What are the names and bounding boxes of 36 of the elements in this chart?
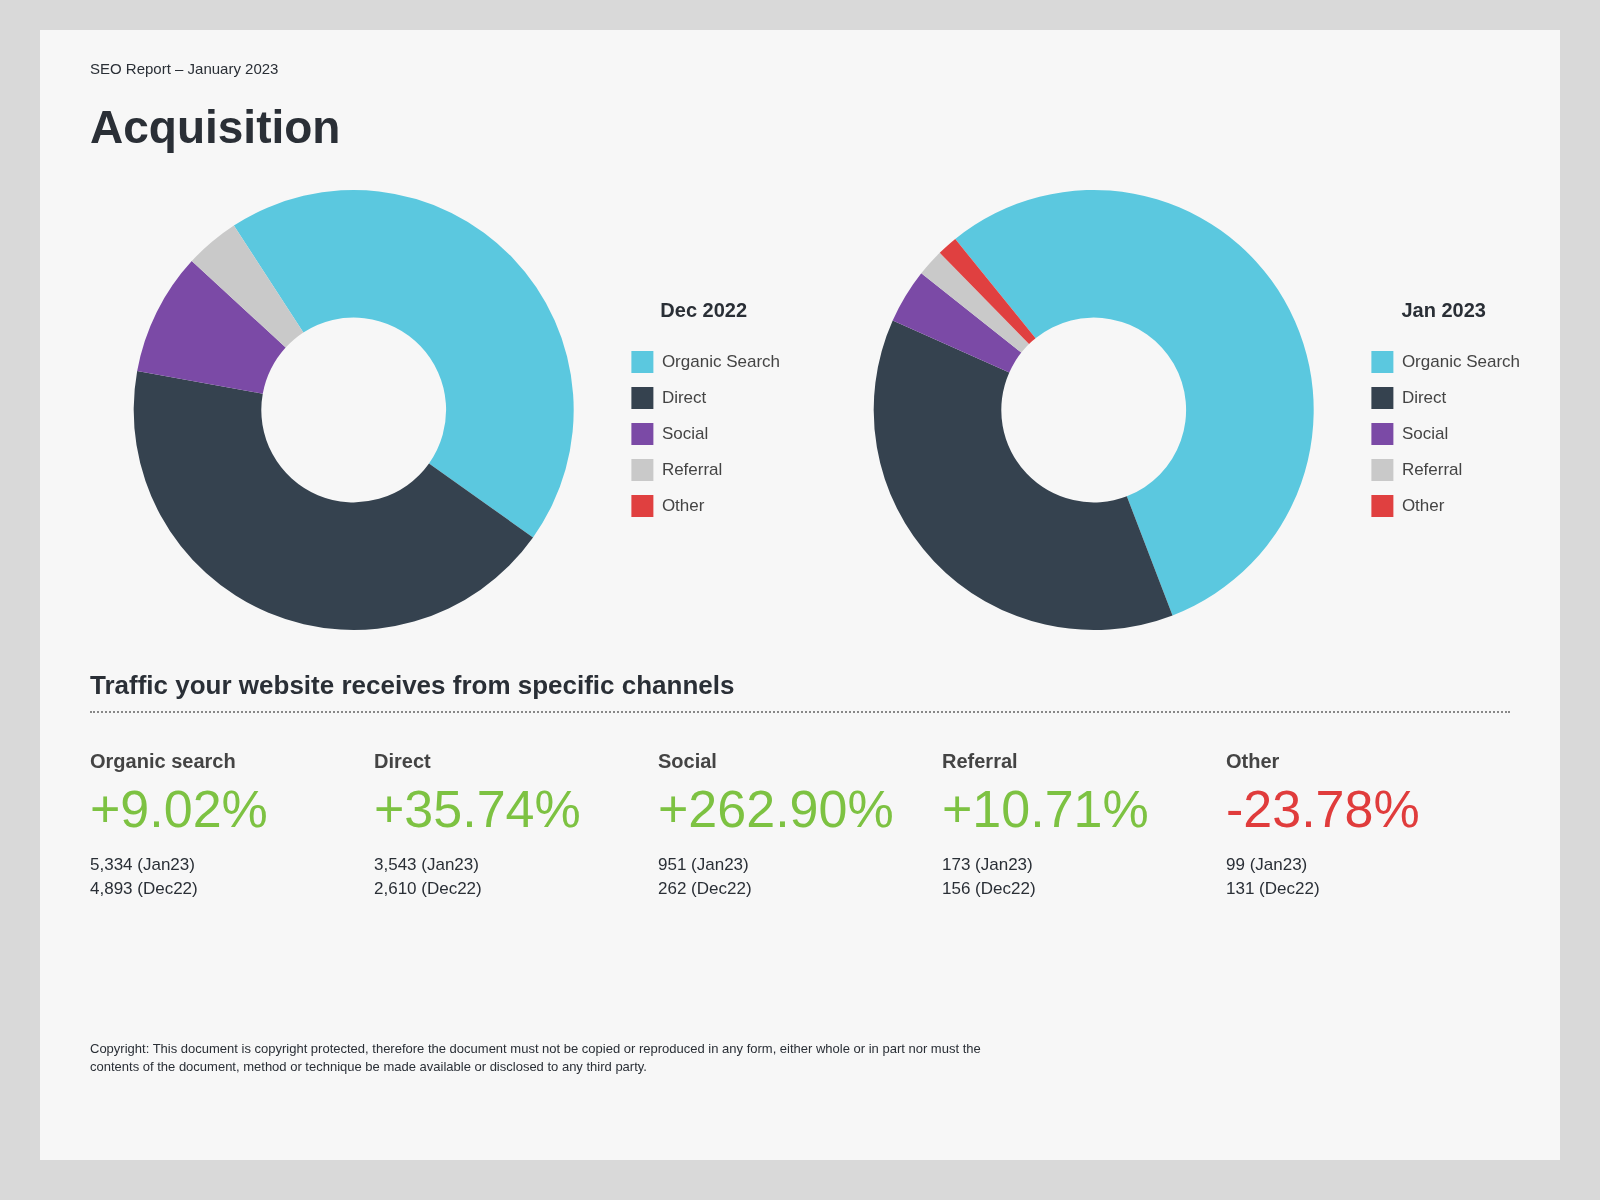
text: 951 (Jan23) — [658, 854, 750, 876]
text: 173 (Jan23) — [942, 854, 1034, 876]
text: 2,610 (Dec22) — [374, 877, 483, 900]
legend-label: Direct — [661, 387, 707, 407]
text: -23.78% — [1226, 780, 1420, 838]
category-label: Referral — [942, 750, 1019, 773]
legend-label: Referral — [1401, 459, 1463, 479]
text: 262 (Dec22) — [658, 877, 753, 900]
text: 156 (Dec22) — [942, 877, 1037, 900]
legend-label: Direct — [1401, 387, 1447, 407]
legend-title: Dec 2022 — [660, 298, 748, 321]
legend-label: Other — [1401, 495, 1445, 515]
legend-label: Referral — [661, 459, 723, 479]
text: +9.02% — [90, 780, 268, 838]
text: 3,543 (Jan23) — [374, 854, 480, 876]
text: Copyright: This document is copyright protected, therefore the document must not be copied or reproduced in any form, either whole or in part nor must the contents of the document, method or technique be made available or disclosed to any third party. — [90, 1040, 982, 1077]
text: +35.74% — [374, 780, 581, 838]
text: Traffic your website receives from specific channels — [90, 670, 1510, 713]
text: 99 (Jan23) — [1226, 854, 1309, 876]
legend-title: Jan 2023 — [1401, 298, 1486, 321]
category-label: Social — [658, 750, 718, 773]
text: 131 (Dec22) — [1226, 877, 1321, 900]
legend-label: Other — [661, 495, 705, 515]
legend-label: Organic Search — [1401, 351, 1521, 371]
text: 4,893 (Dec22) — [90, 877, 199, 900]
chart-subtitle: SEO Report – January 2023 — [90, 60, 279, 77]
text: 5,334 (Jan23) — [90, 854, 196, 876]
text: +262.90% — [658, 780, 894, 838]
category-label: Other — [1226, 750, 1281, 773]
legend-label: Social — [1401, 423, 1449, 443]
category-label: Organic search — [90, 750, 237, 773]
text: +10.71% — [942, 780, 1149, 838]
category-label: Direct — [374, 750, 432, 773]
legend-label: Social — [661, 423, 709, 443]
legend-label: Organic Search — [661, 351, 781, 371]
chart-title: Acquisition — [90, 100, 341, 154]
